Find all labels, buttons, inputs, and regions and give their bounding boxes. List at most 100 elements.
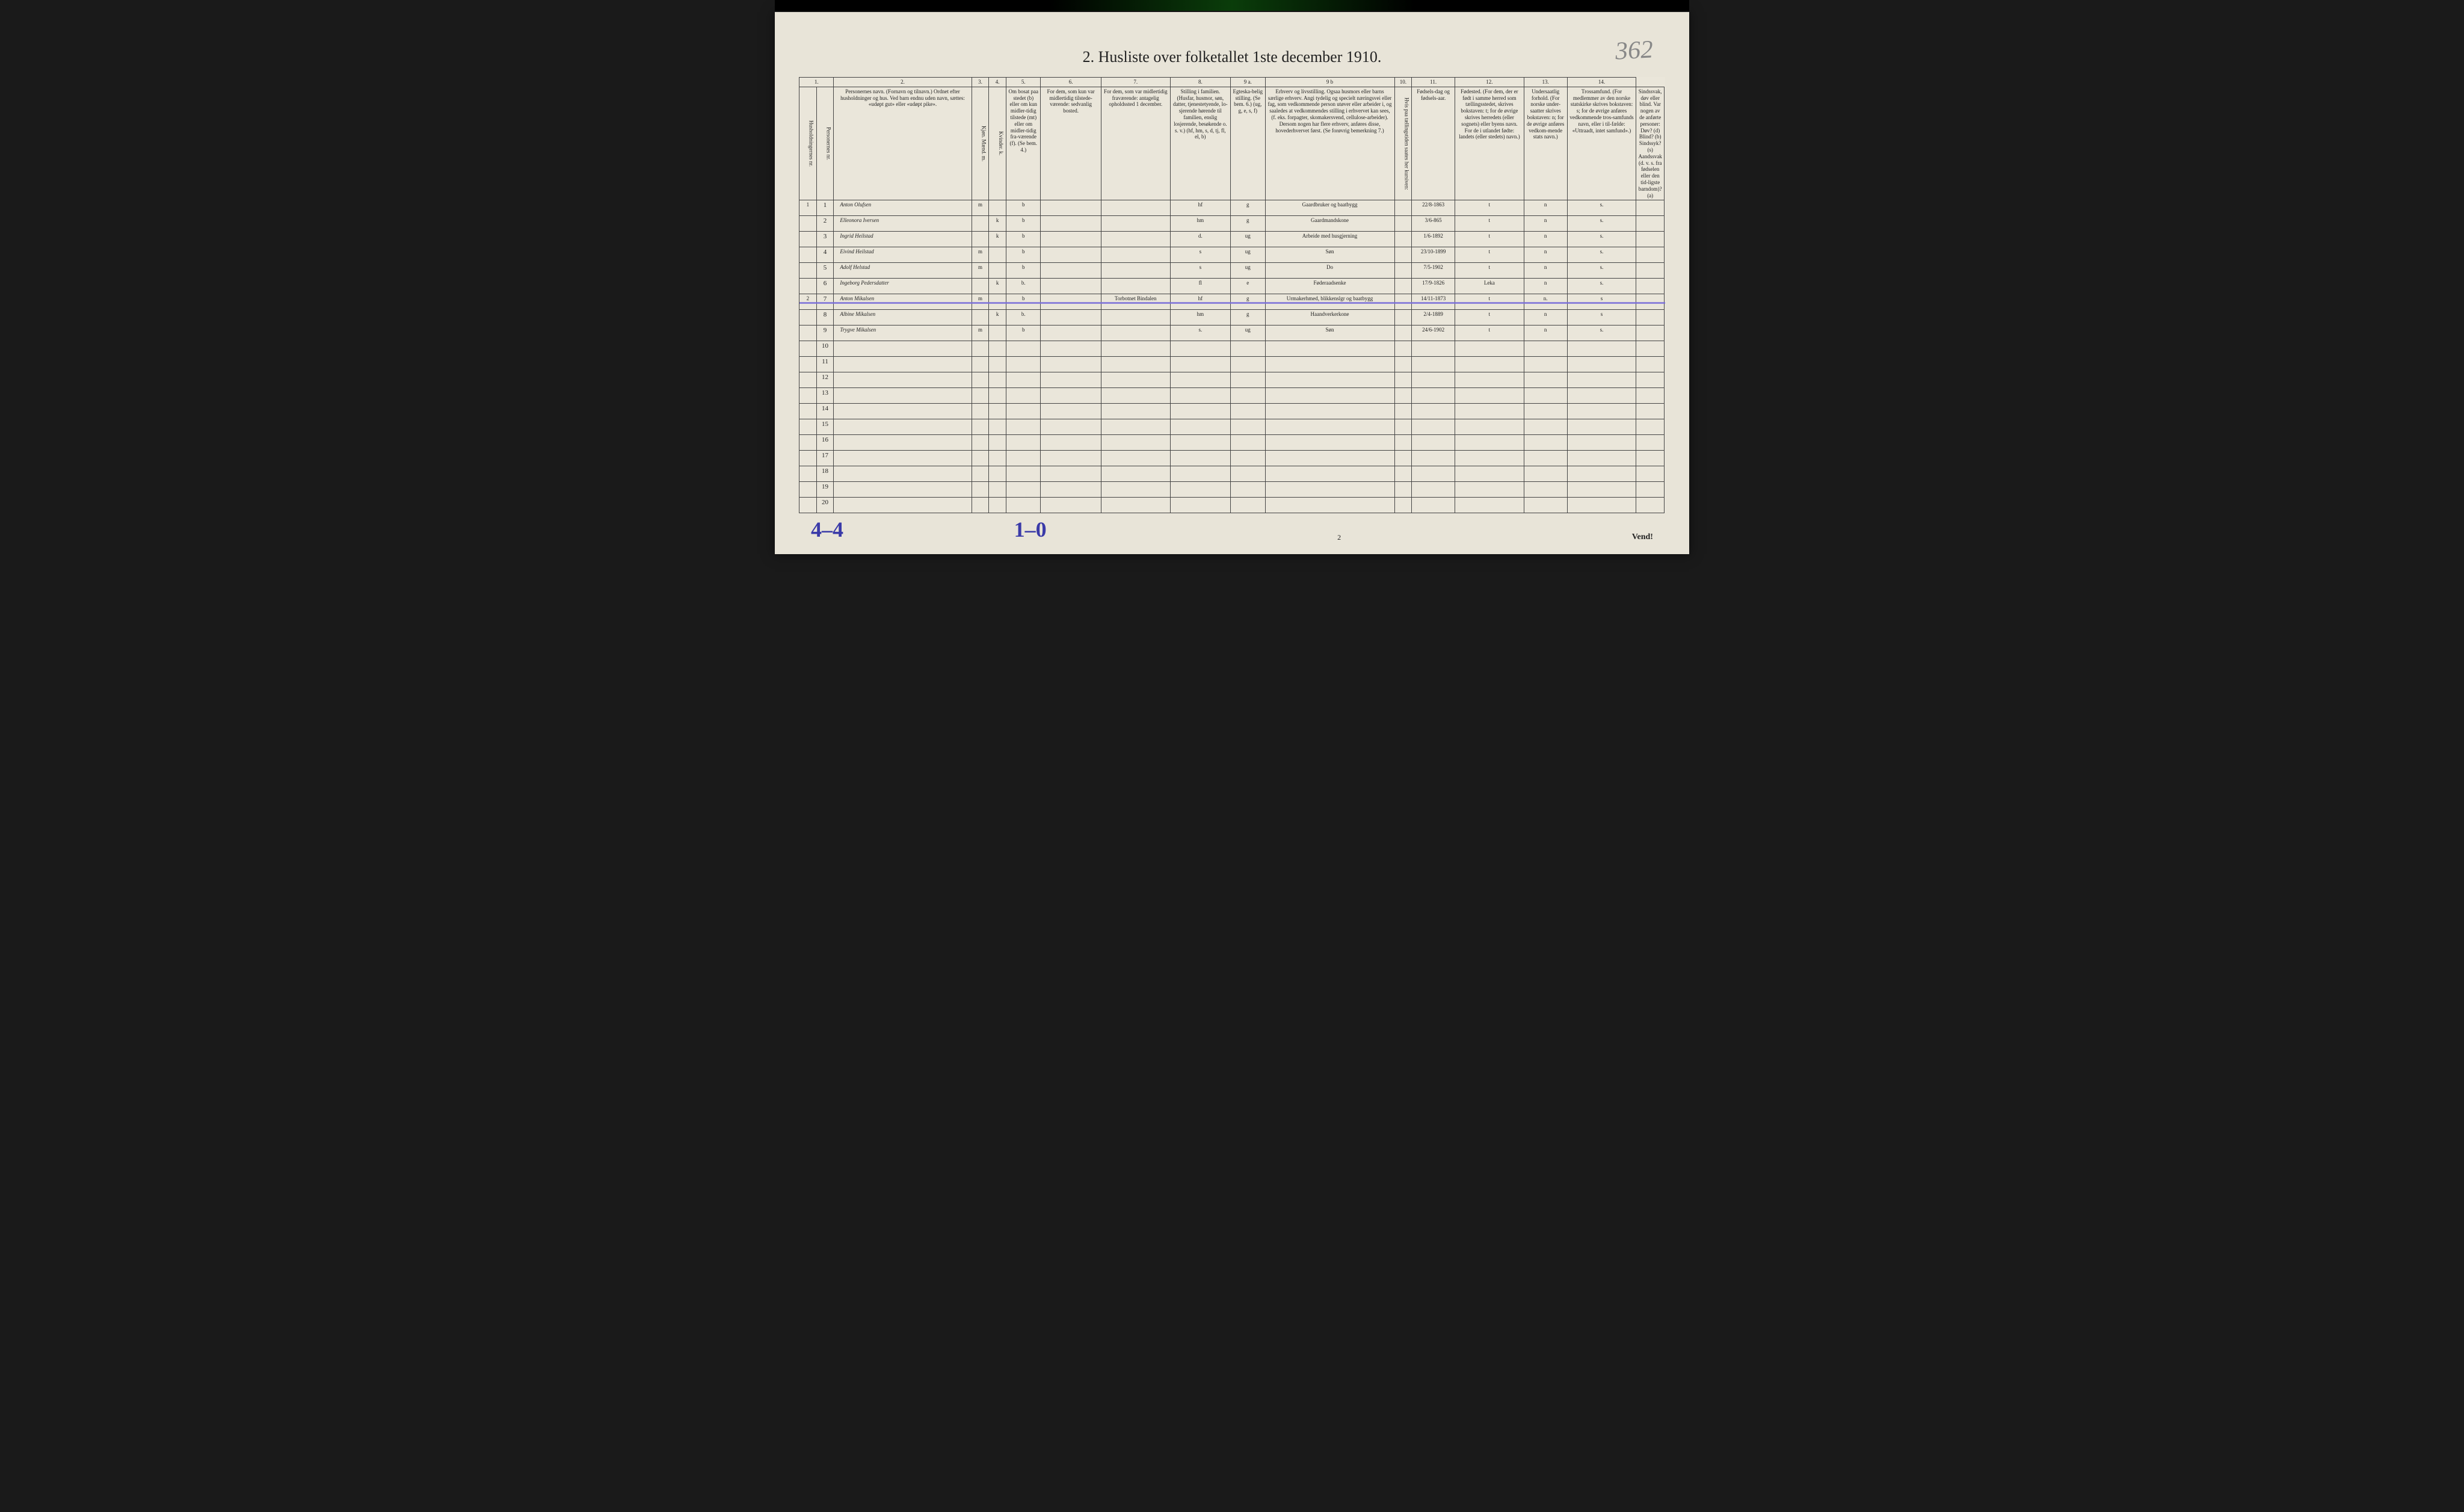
empty-cell bbox=[1041, 404, 1101, 419]
blue-annotation-left: 4–4 bbox=[811, 517, 843, 542]
empty-cell bbox=[1265, 341, 1394, 357]
colnum-7: 7. bbox=[1101, 78, 1170, 87]
empty-cell bbox=[834, 466, 972, 482]
empty-cell bbox=[1265, 388, 1394, 404]
cell-occ: Føderaadsenke bbox=[1265, 279, 1394, 294]
table-row-empty: 16 bbox=[799, 435, 1665, 451]
empty-cell bbox=[972, 357, 989, 372]
cell-dob: 3/6-865 bbox=[1412, 216, 1455, 232]
empty-cell bbox=[1041, 341, 1101, 357]
cell-nat: n. bbox=[1524, 294, 1567, 310]
empty-cell bbox=[1567, 372, 1636, 388]
cell-res: b bbox=[1006, 216, 1041, 232]
cell-birthplace: t bbox=[1455, 232, 1524, 247]
person-nr: 10 bbox=[816, 341, 834, 357]
cell-col9b bbox=[1394, 247, 1412, 263]
empty-cell bbox=[1101, 482, 1170, 498]
empty-cell bbox=[972, 482, 989, 498]
cell-col9b bbox=[1394, 263, 1412, 279]
cell-mar: g bbox=[1231, 294, 1265, 310]
empty-cell bbox=[989, 419, 1006, 435]
empty-cell bbox=[1567, 451, 1636, 466]
cell-mar: g bbox=[1231, 200, 1265, 216]
cell-col14 bbox=[1636, 279, 1665, 294]
empty-cell bbox=[799, 404, 817, 419]
empty-cell bbox=[1455, 372, 1524, 388]
empty-cell bbox=[1524, 357, 1567, 372]
household-nr bbox=[799, 247, 817, 263]
empty-cell bbox=[1101, 357, 1170, 372]
empty-cell bbox=[834, 388, 972, 404]
cell-rel2: s. bbox=[1567, 247, 1636, 263]
empty-cell bbox=[1231, 372, 1265, 388]
empty-cell bbox=[1455, 388, 1524, 404]
colnum-9a: 9 a. bbox=[1231, 78, 1265, 87]
hdr-dob: Fødsels-dag og fødsels-aar. bbox=[1412, 87, 1455, 200]
person-nr: 16 bbox=[816, 435, 834, 451]
cell-col14 bbox=[1636, 294, 1665, 310]
blue-annotation-mid: 1–0 bbox=[1014, 517, 1047, 542]
cell-col6 bbox=[1101, 310, 1170, 326]
colnum-5: 5. bbox=[1006, 78, 1041, 87]
person-nr: 13 bbox=[816, 388, 834, 404]
hdr-marital: Egteska-belig stilling. (Se bem. 6.) (ug… bbox=[1231, 87, 1265, 200]
empty-cell bbox=[799, 435, 817, 451]
empty-cell bbox=[1101, 498, 1170, 513]
cell-birthplace: t bbox=[1455, 200, 1524, 216]
empty-cell bbox=[1231, 451, 1265, 466]
person-nr: 5 bbox=[816, 263, 834, 279]
empty-cell bbox=[1524, 451, 1567, 466]
cell-k bbox=[989, 263, 1006, 279]
person-nr: 15 bbox=[816, 419, 834, 435]
household-nr bbox=[799, 263, 817, 279]
empty-cell bbox=[1006, 419, 1041, 435]
empty-cell bbox=[1006, 466, 1041, 482]
empty-cell bbox=[1170, 435, 1230, 451]
empty-cell bbox=[1636, 482, 1665, 498]
empty-cell bbox=[1636, 341, 1665, 357]
empty-cell bbox=[1412, 451, 1455, 466]
empty-cell bbox=[1567, 466, 1636, 482]
cell-col14 bbox=[1636, 232, 1665, 247]
person-nr: 3 bbox=[816, 232, 834, 247]
cell-col6 bbox=[1101, 279, 1170, 294]
table-row-empty: 14 bbox=[799, 404, 1665, 419]
cell-col6 bbox=[1101, 326, 1170, 341]
colnum-13: 13. bbox=[1524, 78, 1567, 87]
census-table: 1. 2. 3. 4. 5. 6. 7. 8. 9 a. 9 b 10. 11.… bbox=[799, 77, 1665, 513]
empty-cell bbox=[1170, 372, 1230, 388]
cell-col5 bbox=[1041, 279, 1101, 294]
empty-cell bbox=[1101, 341, 1170, 357]
person-name: Elleonora Iversen bbox=[834, 216, 972, 232]
cell-rel: s bbox=[1170, 263, 1230, 279]
cell-res: b bbox=[1006, 200, 1041, 216]
empty-cell bbox=[1394, 404, 1412, 419]
empty-cell bbox=[1170, 388, 1230, 404]
empty-cell bbox=[1006, 498, 1041, 513]
empty-cell bbox=[1231, 419, 1265, 435]
empty-cell bbox=[972, 451, 989, 466]
empty-cell bbox=[972, 388, 989, 404]
empty-cell bbox=[1524, 372, 1567, 388]
cell-col6 bbox=[1101, 232, 1170, 247]
cell-m bbox=[972, 216, 989, 232]
empty-cell bbox=[1041, 357, 1101, 372]
empty-cell bbox=[1636, 435, 1665, 451]
person-name: Trygve Mikalsen bbox=[834, 326, 972, 341]
empty-cell bbox=[972, 372, 989, 388]
table-row: 5Adolf HelstadmbsugDo7/5-1902tns. bbox=[799, 263, 1665, 279]
person-nr: 12 bbox=[816, 372, 834, 388]
empty-cell bbox=[1412, 372, 1455, 388]
cell-m: m bbox=[972, 326, 989, 341]
empty-cell bbox=[1101, 466, 1170, 482]
empty-cell bbox=[1170, 341, 1230, 357]
empty-cell bbox=[799, 357, 817, 372]
empty-cell bbox=[1231, 357, 1265, 372]
empty-cell bbox=[1394, 466, 1412, 482]
cell-col9b bbox=[1394, 200, 1412, 216]
cell-res: b bbox=[1006, 294, 1041, 310]
empty-cell bbox=[1041, 451, 1101, 466]
household-nr bbox=[799, 326, 817, 341]
colnum-9b: 9 b bbox=[1265, 78, 1394, 87]
empty-cell bbox=[1231, 498, 1265, 513]
